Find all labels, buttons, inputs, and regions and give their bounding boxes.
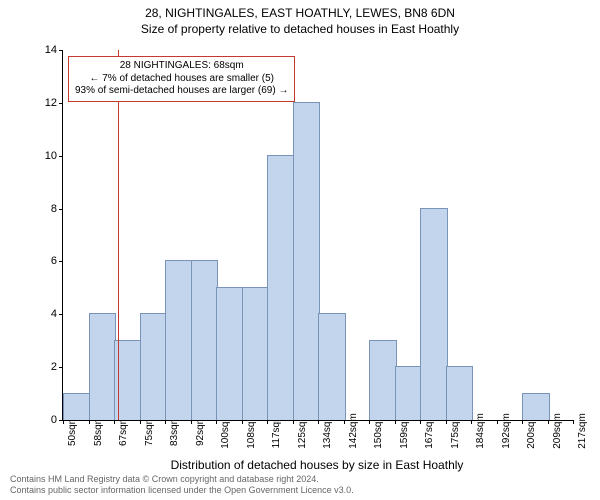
x-tick-mark [395,420,396,424]
y-tick-mark [59,209,63,210]
bar [420,208,448,420]
footer-line: Contains public sector information licen… [10,485,354,496]
y-tick-label: 14 [33,44,57,56]
x-tick-mark [573,420,574,424]
x-tick-label: 58sqm [93,416,104,446]
x-tick-label: 184sqm [475,413,486,449]
x-tick-label: 209sqm [552,413,563,449]
footer-attribution: Contains HM Land Registry data © Crown c… [10,474,354,496]
bar [522,393,550,420]
x-tick-mark [242,420,243,424]
x-tick-mark [191,420,192,424]
x-tick-mark [63,420,64,424]
x-tick-mark [216,420,217,424]
bar [446,366,474,420]
y-tick-mark [59,156,63,157]
y-tick-label: 12 [33,97,57,109]
x-tick-mark [165,420,166,424]
reference-line [118,50,119,420]
x-tick-label: 142sqm [348,413,359,449]
y-tick-label: 8 [33,203,57,215]
x-tick-label: 192sqm [501,413,512,449]
x-tick-label: 75sqm [144,416,155,446]
annotation-line: 93% of semi-detached houses are larger (… [75,85,288,98]
bar [267,155,295,420]
bar [369,340,397,420]
y-tick-label: 10 [33,150,57,162]
annotation-box: 28 NIGHTINGALES: 68sqm ← 7% of detached … [68,56,295,102]
x-tick-mark [89,420,90,424]
plot-area: 0246810121450sqm58sqm67sqm75sqm83sqm92sq… [62,50,573,421]
x-tick-mark [522,420,523,424]
annotation-line: 28 NIGHTINGALES: 68sqm [75,60,288,73]
y-tick-label: 6 [33,255,57,267]
x-tick-mark [114,420,115,424]
x-tick-label: 83sqm [169,416,180,446]
x-tick-mark [140,420,141,424]
chart-title-block: 28, NIGHTINGALES, EAST HOATHLY, LEWES, B… [0,6,600,37]
x-tick-label: 92sqm [195,416,206,446]
x-axis-label: Distribution of detached houses by size … [62,458,572,472]
bar [140,313,168,420]
y-tick-mark [59,103,63,104]
bar [191,260,219,420]
bar [242,287,270,420]
x-tick-label: 50sqm [67,416,78,446]
y-tick-mark [59,314,63,315]
x-tick-label: 67sqm [118,416,129,446]
chart-title-line1: 28, NIGHTINGALES, EAST HOATHLY, LEWES, B… [0,6,600,22]
x-tick-label: 217sqm [577,413,588,449]
x-tick-mark [318,420,319,424]
x-tick-mark [446,420,447,424]
x-tick-mark [548,420,549,424]
chart-title-line2: Size of property relative to detached ho… [0,22,600,38]
bar [63,393,91,420]
x-tick-mark [293,420,294,424]
x-tick-mark [420,420,421,424]
bar [165,260,193,420]
x-tick-mark [471,420,472,424]
y-tick-mark [59,261,63,262]
x-tick-mark [344,420,345,424]
chart-container: 28, NIGHTINGALES, EAST HOATHLY, LEWES, B… [0,0,600,500]
bar [293,102,321,420]
x-tick-mark [267,420,268,424]
y-tick-mark [59,367,63,368]
x-tick-mark [497,420,498,424]
bar [395,366,423,420]
x-tick-mark [369,420,370,424]
footer-line: Contains HM Land Registry data © Crown c… [10,474,354,485]
y-tick-label: 0 [33,414,57,426]
y-tick-label: 4 [33,308,57,320]
y-tick-label: 2 [33,361,57,373]
bar [216,287,244,420]
bar [318,313,346,420]
bar [89,313,117,420]
y-tick-mark [59,50,63,51]
annotation-line: ← 7% of detached houses are smaller (5) [75,73,288,86]
